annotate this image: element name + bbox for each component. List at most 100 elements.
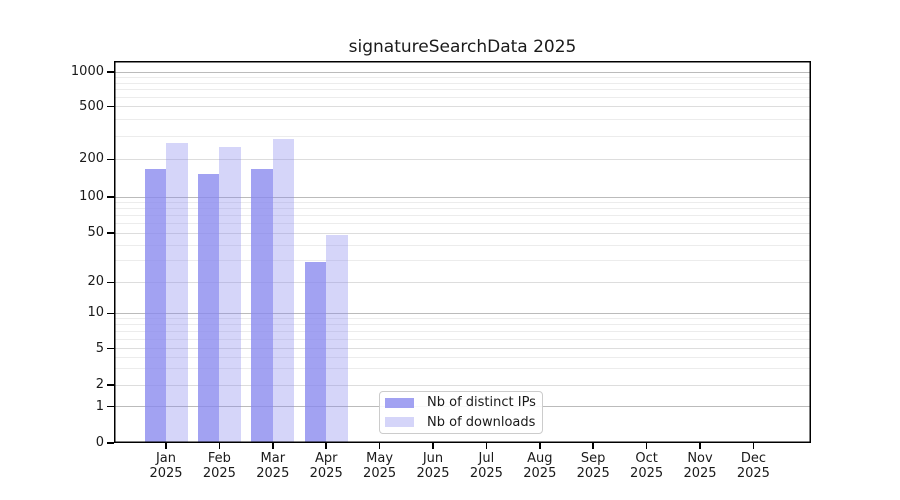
gridline-2 — [114, 384, 811, 386]
x-tick-mark-apr — [325, 443, 327, 449]
y-tick-label-500: 500 — [79, 98, 104, 114]
y-tick-mark-5 — [107, 347, 114, 350]
x-tick-year: 2025 — [363, 466, 397, 481]
x-tick-mark-oct — [645, 443, 648, 449]
y-tick-label-1: 1 — [95, 398, 104, 414]
gridline-minor — [114, 97, 811, 99]
y-tick-mark-50 — [107, 232, 114, 234]
x-tick-label-sep: Sep 2025 — [561, 451, 625, 481]
gridline-minor — [114, 324, 811, 326]
y-tick-mark-20 — [107, 281, 114, 284]
gridline-minor — [114, 119, 811, 120]
gridline-minor — [114, 223, 811, 225]
x-tick-label-jan: Jan 2025 — [134, 451, 198, 481]
gridline-minor — [114, 357, 811, 359]
gridline-minor — [114, 76, 811, 78]
bar-downloads-feb — [219, 146, 241, 443]
x-tick-label-mar: Mar 2025 — [241, 451, 305, 481]
y-tick-label-50: 50 — [87, 225, 104, 240]
x-tick-mark-may — [378, 443, 381, 449]
x-tick-mark-mar — [272, 443, 274, 449]
y-tick-label-100: 100 — [79, 188, 104, 204]
legend-label-distinct-ips: Nb of distinct IPs — [427, 395, 536, 411]
gridline-minor — [114, 89, 811, 91]
x-tick-year: 2025 — [469, 466, 503, 481]
y-tick-mark-500 — [107, 105, 114, 108]
x-tick-label-feb: Feb 2025 — [187, 451, 251, 481]
gridline-minor — [114, 338, 811, 340]
gridline-200 — [114, 158, 811, 160]
x-tick-year: 2025 — [683, 466, 717, 481]
y-tick-label-0: 0 — [95, 435, 104, 450]
x-tick-month: Mar — [260, 451, 286, 466]
x-tick-month: Apr — [314, 451, 338, 466]
x-tick-year: 2025 — [736, 466, 770, 481]
chart-title: signatureSearchData 2025 — [348, 37, 577, 57]
x-tick-year: 2025 — [576, 466, 610, 481]
bar-downloads-mar — [272, 139, 295, 443]
gridline-minor — [114, 208, 811, 210]
chart-legend: Nb of distinct IPs Nb of downloads — [379, 391, 543, 434]
plot-area: Nb of distinct IPs Nb of downloads — [114, 61, 811, 443]
bar-downloads-apr — [326, 235, 348, 443]
bar-distinct-ips-feb — [197, 173, 220, 443]
x-tick-year: 2025 — [256, 466, 290, 481]
x-tick-mark-nov — [699, 443, 701, 449]
gridline-minor — [114, 201, 811, 203]
y-tick-mark-1 — [107, 405, 114, 408]
y-tick-label-20: 20 — [87, 274, 104, 290]
legend-swatch-distinct-ips-icon — [385, 397, 414, 408]
x-tick-month: Jan — [155, 451, 177, 466]
x-tick-year: 2025 — [202, 466, 236, 481]
gridline-minor — [114, 331, 811, 333]
x-tick-mark-jun — [432, 443, 434, 449]
y-tick-label-5: 5 — [95, 340, 104, 356]
y-tick-mark-200 — [107, 158, 114, 161]
gridline-minor — [114, 215, 811, 217]
x-tick-month: Sep — [580, 451, 606, 466]
x-tick-year: 2025 — [149, 466, 183, 481]
gridline-20 — [114, 281, 811, 283]
bar-distinct-ips-jan — [144, 168, 166, 443]
y-tick-label-200: 200 — [79, 151, 104, 167]
x-tick-label-jun: Jun 2025 — [401, 451, 465, 481]
x-tick-month: May — [366, 451, 394, 466]
x-tick-month: Nov — [687, 451, 713, 466]
y-tick-mark-0 — [107, 442, 114, 444]
gridline-minor — [114, 82, 811, 84]
x-tick-mark-aug — [539, 443, 541, 449]
x-tick-label-aug: Aug 2025 — [508, 451, 572, 481]
x-tick-month: Aug — [527, 451, 553, 466]
x-tick-label-jul: Jul 2025 — [454, 451, 518, 481]
bar-downloads-jan — [166, 142, 188, 443]
gridline-minor — [114, 368, 811, 370]
x-tick-year: 2025 — [630, 466, 664, 481]
x-tick-month: Dec — [740, 451, 766, 466]
gridline-100 — [114, 196, 811, 198]
y-tick-label-1000: 1000 — [70, 64, 104, 79]
y-tick-mark-2 — [107, 384, 114, 386]
gridline-minor — [114, 135, 811, 137]
legend-swatch-downloads-icon — [385, 417, 414, 428]
x-tick-year: 2025 — [309, 466, 343, 481]
gridline-5 — [114, 348, 811, 350]
x-tick-year: 2025 — [416, 466, 450, 481]
y-tick-label-10: 10 — [87, 305, 104, 321]
gridline-50 — [114, 232, 811, 234]
gridline-minor — [114, 244, 811, 246]
legend-label-downloads: Nb of downloads — [427, 414, 536, 430]
y-tick-mark-1000 — [107, 71, 114, 73]
x-tick-month: Oct — [635, 451, 658, 466]
gridline-minor — [114, 318, 811, 320]
x-tick-mark-jul — [485, 443, 488, 449]
legend-item-downloads: Nb of downloads — [385, 414, 536, 432]
x-tick-month: Feb — [207, 451, 231, 466]
x-tick-label-nov: Nov 2025 — [668, 451, 732, 481]
x-tick-mark-jan — [165, 443, 167, 449]
gridline-10 — [114, 312, 811, 314]
bar-distinct-ips-apr — [304, 262, 327, 443]
x-tick-year: 2025 — [523, 466, 557, 481]
x-tick-mark-dec — [752, 443, 755, 449]
x-tick-label-oct: Oct 2025 — [615, 451, 679, 481]
x-tick-month: Jun — [422, 451, 444, 466]
